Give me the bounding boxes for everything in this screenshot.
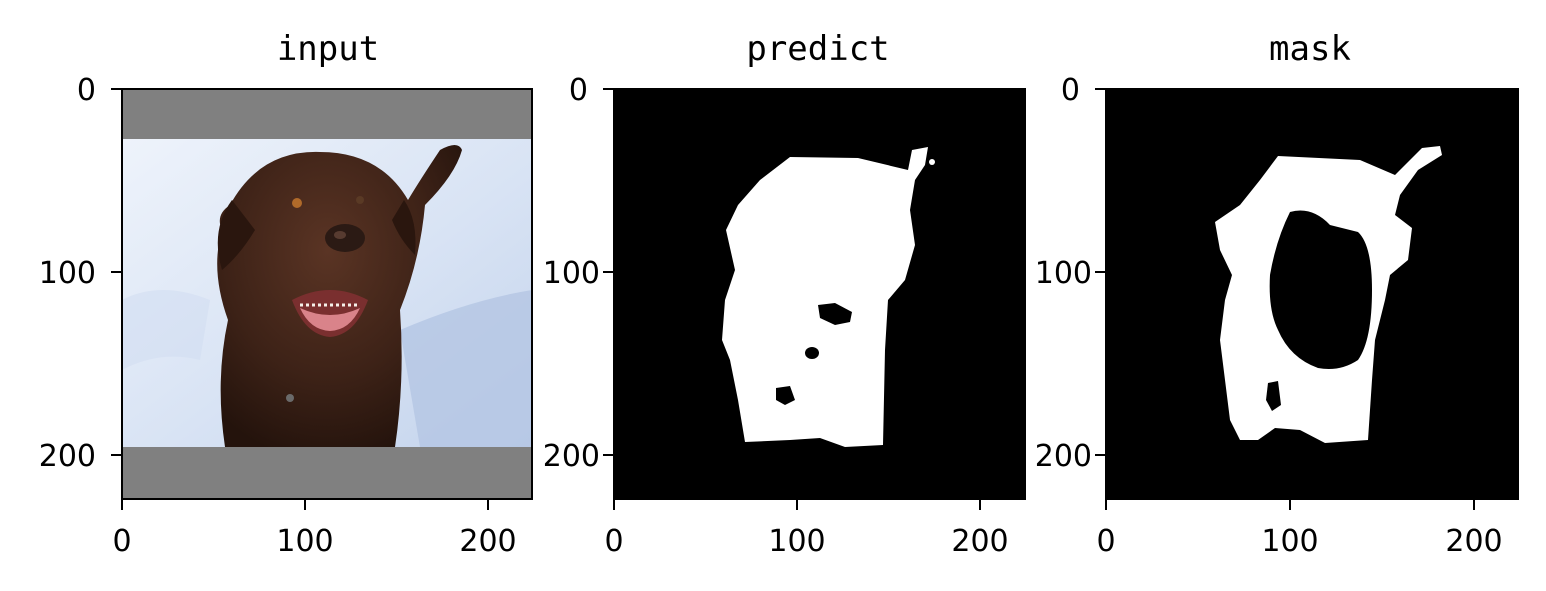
- panel-mask: mask 0 100 200 0 100 200: [1035, 29, 1519, 559]
- y-tick-label: 0: [1061, 73, 1080, 108]
- x-tick-label: 200: [951, 524, 1008, 559]
- panel-title-mask: mask: [1269, 29, 1351, 69]
- axes-frame: [613, 88, 1026, 500]
- y-tick-label: 0: [569, 73, 588, 108]
- dog-tongue: [300, 308, 360, 331]
- y-tick-label: 100: [39, 256, 96, 291]
- y-ticks: [603, 88, 614, 456]
- dog-left-eye: [292, 198, 302, 208]
- panel-title-predict: predict: [746, 29, 889, 69]
- snow-shadow: [122, 290, 210, 370]
- dog-nose-highlight: [334, 231, 346, 239]
- panel-title-input: input: [277, 29, 379, 69]
- dog-left-ear: [217, 200, 255, 270]
- predicted-hole: [818, 303, 852, 325]
- predict-image: [613, 88, 1026, 500]
- x-tick-label: 200: [459, 524, 516, 559]
- x-tick-label: 0: [112, 524, 131, 559]
- dog-tag: [286, 394, 294, 402]
- dog-mouth: [292, 290, 368, 337]
- y-ticks: [1095, 88, 1106, 456]
- axes-frame: [121, 88, 533, 500]
- predicted-region: [722, 147, 928, 447]
- input-image: [121, 88, 533, 500]
- y-tick-label: 100: [543, 256, 600, 291]
- mask-hole-small: [1266, 381, 1281, 411]
- mask-hole: [1269, 210, 1372, 369]
- y-ticks: [111, 88, 122, 456]
- mask-image: [1105, 88, 1519, 500]
- dog-right-eye: [356, 196, 364, 204]
- dog-right-ear: [392, 200, 416, 255]
- y-tick-label: 200: [543, 439, 600, 474]
- dog-nose: [325, 224, 365, 252]
- y-tick-label: 0: [77, 73, 96, 108]
- dog: [217, 145, 462, 447]
- y-tick-label: 100: [1035, 256, 1092, 291]
- x-tick-label: 100: [276, 524, 333, 559]
- x-tick-label: 100: [768, 524, 825, 559]
- panel-input: input: [39, 29, 533, 559]
- x-ticks: [1105, 499, 1475, 510]
- x-tick-label: 0: [1096, 524, 1115, 559]
- x-ticks: [121, 499, 489, 510]
- predicted-speck: [929, 159, 935, 165]
- x-tick-label: 0: [604, 524, 623, 559]
- panel-predict: predict 0 100 200 0 100 200: [543, 29, 1026, 559]
- x-tick-label: 200: [1445, 524, 1502, 559]
- predicted-hole: [776, 386, 795, 405]
- x-tick-label: 100: [1261, 524, 1318, 559]
- y-tick-label: 200: [1035, 439, 1092, 474]
- predicted-hole: [805, 347, 819, 359]
- snow-shadow: [400, 290, 532, 447]
- x-ticks: [613, 499, 981, 510]
- y-tick-label: 200: [39, 439, 96, 474]
- axes-frame: [1105, 88, 1519, 500]
